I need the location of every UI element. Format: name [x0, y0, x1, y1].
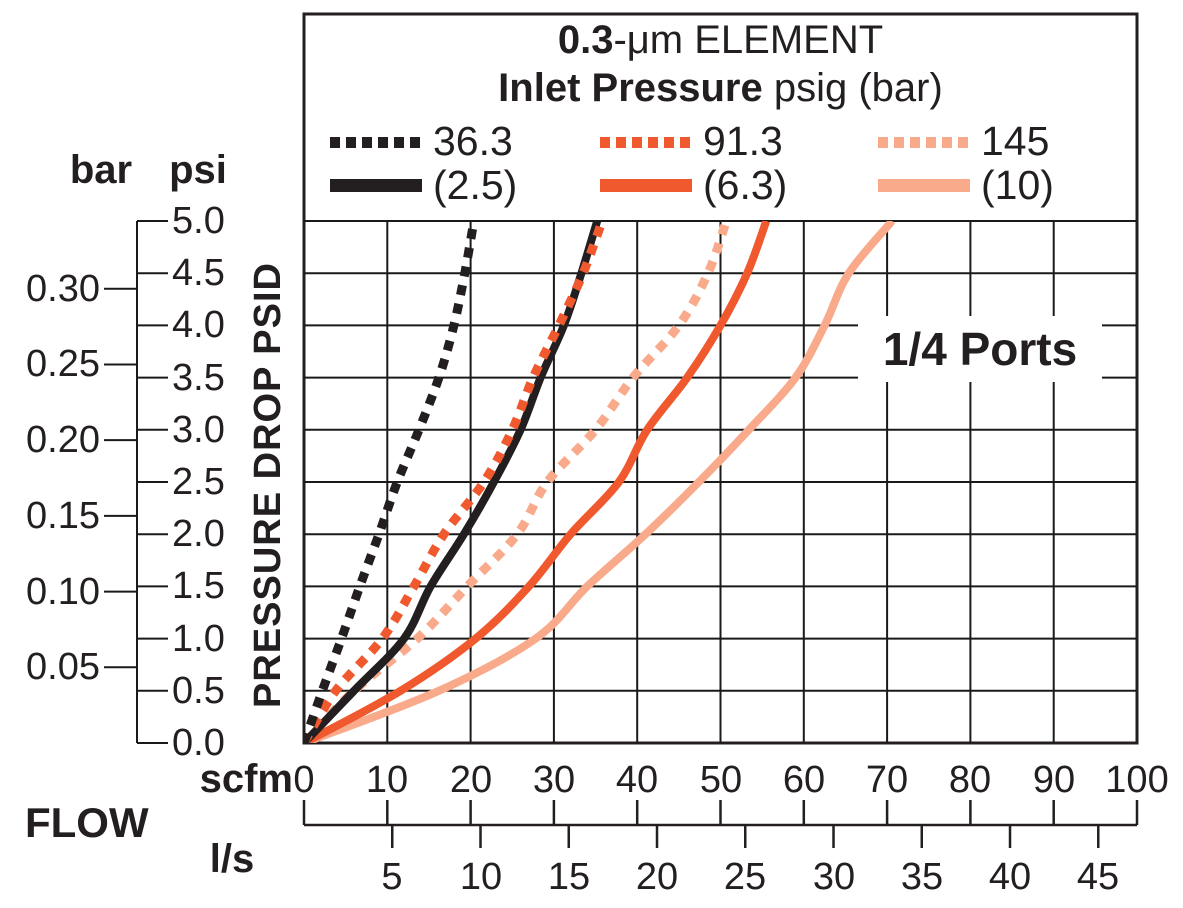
legend-dotted-swatch [600, 137, 692, 148]
ls-tick-label: 30 [812, 856, 856, 898]
curve-p145-dotted [304, 221, 731, 743]
scfm-tick-label: 20 [449, 759, 493, 801]
ls-tick-label: 40 [988, 856, 1032, 898]
curve-p91-solid [304, 221, 771, 743]
psi-tick-label: 4.0 [172, 304, 225, 346]
scfm-tick-label: 30 [532, 759, 576, 801]
legend-dotted-swatch [878, 137, 970, 148]
scfm-tick-label: 40 [615, 759, 659, 801]
ls-tick-label: 5 [381, 856, 403, 898]
legend-bar-label: (10) [981, 162, 1054, 208]
bar-tick-label: 0.15 [26, 495, 100, 537]
psi-axis-header: psi [169, 148, 227, 192]
chart-title-rest: -μm ELEMENT [613, 18, 884, 62]
curve-p36-solid [304, 221, 602, 743]
bar-tick-label: 0.10 [26, 571, 100, 613]
psi-tick-label: 2.5 [172, 461, 225, 503]
ls-axis-header: l/s [209, 837, 255, 881]
psi-tick-label: 1.0 [172, 618, 225, 660]
scfm-tick-label: 100 [1105, 759, 1169, 801]
ls-tick-label: 45 [1076, 856, 1120, 898]
ports-annotation: 1/4 Ports [858, 316, 1102, 382]
chart-subtitle: Inlet Pressure psig (bar) [304, 66, 1137, 111]
scfm-tick-label: 60 [782, 759, 826, 801]
ls-tick-label: 20 [635, 856, 679, 898]
scfm-tick-label: 0 [293, 759, 315, 801]
chart-subtitle-bold: Inlet Pressure [498, 66, 763, 110]
scfm-tick-label: 10 [365, 759, 409, 801]
bar-axis-header: bar [69, 148, 133, 192]
ls-tick-label: 25 [723, 856, 767, 898]
bar-tick-label: 0.05 [26, 646, 100, 688]
bar-tick-label: 0.25 [26, 343, 100, 385]
psi-tick-label: 1.5 [172, 565, 225, 607]
chart-subtitle-rest: psig (bar) [762, 66, 943, 110]
scfm-tick-label: 90 [1032, 759, 1076, 801]
ls-tick-label: 35 [900, 856, 944, 898]
psi-tick-label: 3.5 [172, 357, 225, 399]
curve-p145-solid [304, 221, 896, 743]
ls-tick-label: 10 [459, 856, 503, 898]
psi-tick-label: 0.5 [172, 670, 225, 712]
scfm-tick-label: 50 [699, 759, 743, 801]
psi-tick-label: 2.0 [172, 513, 225, 555]
ls-tick-label: 15 [547, 856, 591, 898]
legend-solid-swatch [600, 179, 692, 192]
chart-title-bold: 0.3 [557, 18, 614, 62]
legend-solid-swatch [330, 179, 422, 192]
legend-dotted-swatch [330, 137, 422, 148]
chart-title: 0.3-μm ELEMENT [304, 18, 1137, 63]
legend-psig-label: 36.3 [433, 118, 513, 164]
scfm-tick-label: 80 [948, 759, 992, 801]
psi-tick-label: 3.0 [172, 409, 225, 451]
legend-bar-label: (2.5) [433, 162, 518, 208]
psi-tick-label: 4.5 [172, 252, 225, 294]
psi-tick-label: 5.0 [172, 200, 225, 242]
scfm-tick-label: 70 [865, 759, 909, 801]
bar-tick-label: 0.20 [26, 419, 100, 461]
scfm-axis-header: scfm [199, 757, 293, 801]
flow-axis-label: FLOW [25, 799, 149, 846]
legend-solid-swatch [878, 179, 970, 192]
curve-p36-dotted [304, 221, 479, 743]
legend-psig-label: 145 [981, 118, 1050, 164]
bar-tick-label: 0.30 [26, 268, 100, 310]
legend-psig-label: 91.3 [703, 118, 783, 164]
psi-tick-label: 0.0 [172, 722, 225, 764]
legend-bar-label: (6.3) [703, 162, 788, 208]
